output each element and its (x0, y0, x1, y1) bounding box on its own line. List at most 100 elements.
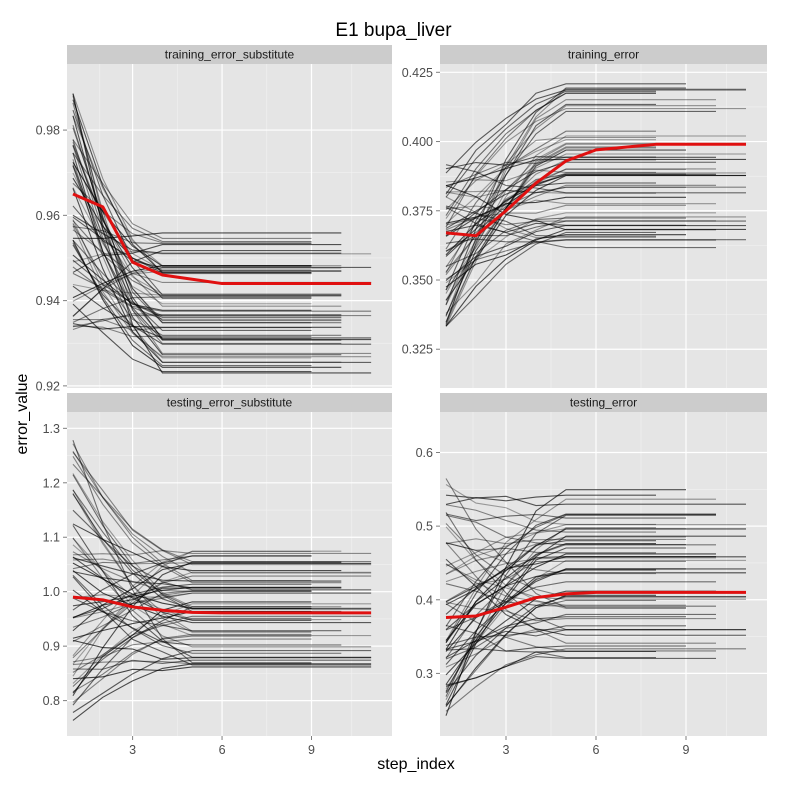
trace-line (445, 513, 686, 522)
trace-line (72, 562, 372, 632)
trace-line (445, 130, 656, 250)
trace-line (445, 164, 746, 194)
trace-line (445, 613, 716, 660)
trace-line (445, 186, 686, 194)
y-tick-label: 1.2 (43, 476, 60, 490)
panel-testing_error: testing_error 0.3 0.4 0.5 0.6 3 6 9 (416, 393, 767, 757)
mean-line (445, 142, 746, 238)
trace-line (72, 650, 372, 713)
trace-line (445, 560, 686, 602)
trace-line (445, 616, 686, 658)
trace-line (72, 187, 312, 305)
trace-line (72, 109, 342, 296)
trace-line (72, 152, 312, 243)
facet-strip (67, 45, 392, 64)
trace-line (72, 451, 372, 574)
trace-line (72, 239, 342, 317)
trace-line (445, 173, 716, 257)
trace-line (72, 660, 312, 666)
trace-line (445, 559, 746, 690)
trace-line (72, 603, 372, 684)
trace-line (445, 514, 716, 697)
y-tick-label: 0.94 (36, 294, 60, 308)
trace-line (72, 124, 342, 322)
y-tick-label: 0.425 (402, 66, 433, 80)
trace-line (445, 89, 746, 174)
trace-line (72, 592, 372, 599)
mean-line (72, 595, 372, 615)
trace-line (72, 177, 342, 272)
trace-line (445, 513, 716, 627)
trace-line (72, 617, 312, 673)
trace-line (445, 524, 746, 567)
trace-line (72, 551, 312, 593)
trace-line (445, 161, 716, 237)
trace-line (445, 563, 686, 606)
trace-line (445, 158, 746, 187)
mean-line (445, 590, 746, 619)
trace-line (72, 635, 312, 693)
trace-line (445, 523, 746, 598)
trace-line (72, 99, 312, 274)
trace-line (72, 318, 312, 331)
trace-line (445, 543, 686, 659)
trace-line (445, 596, 746, 694)
trace-line (445, 136, 656, 210)
trace-line (72, 523, 342, 572)
trace-line (72, 558, 342, 565)
trace-line (445, 139, 656, 225)
trace-line (72, 242, 312, 367)
trace-line (72, 666, 372, 680)
trace-line (72, 139, 312, 239)
trace-line (72, 583, 312, 618)
trace-line (445, 206, 716, 249)
x-axis-label: step_index (377, 756, 455, 773)
trace-line (72, 254, 312, 311)
trace-line (445, 92, 656, 228)
trace-line (72, 239, 342, 368)
x-tick-label: 3 (129, 743, 136, 757)
trace-line (445, 583, 716, 607)
trace-line (445, 650, 656, 687)
trace-line (445, 648, 746, 712)
trace-line (72, 285, 372, 339)
trace-line (72, 314, 372, 330)
x-tick-label: 6 (593, 743, 600, 757)
trace-line (445, 217, 686, 267)
trace-line (445, 108, 746, 219)
facet-strip-label: testing_error_substitute (167, 396, 293, 410)
trace-line (72, 159, 342, 363)
trace-line (72, 544, 342, 621)
trace-line (445, 572, 746, 652)
panel-testing_error_substitute: testing_error_substitute 0.8 0.9 1.0 1.1 1.2 1… (43, 393, 392, 757)
trace-line (72, 590, 312, 619)
x-tick-label: 6 (219, 743, 226, 757)
trace-line (445, 538, 686, 545)
trace-line (445, 149, 686, 316)
facet-strip (440, 45, 767, 64)
trace-line (72, 93, 312, 275)
trace-line (445, 581, 716, 631)
trace-line (72, 266, 342, 320)
y-tick-label: 0.6 (416, 446, 433, 460)
trace-line (445, 628, 686, 668)
trace-line (72, 574, 342, 654)
trace-line (72, 451, 372, 566)
facet-strip-label: training_error (568, 48, 639, 62)
trace-line (72, 115, 342, 267)
y-axis-label: error_value (14, 373, 31, 455)
trace-line (72, 659, 372, 670)
trace-line (72, 555, 312, 611)
trace-line (72, 589, 342, 646)
trace-line (445, 212, 716, 284)
trace-line (72, 456, 342, 584)
x-tick-label: 9 (683, 743, 690, 757)
y-tick-label: 0.325 (402, 343, 433, 357)
y-tick-label: 1.3 (43, 422, 60, 436)
trace-group (445, 83, 746, 327)
mean-line (72, 192, 372, 286)
trace-line (72, 576, 372, 666)
trace-line (445, 563, 746, 600)
trace-line (72, 489, 312, 633)
y-tick-label: 0.3 (416, 667, 433, 681)
